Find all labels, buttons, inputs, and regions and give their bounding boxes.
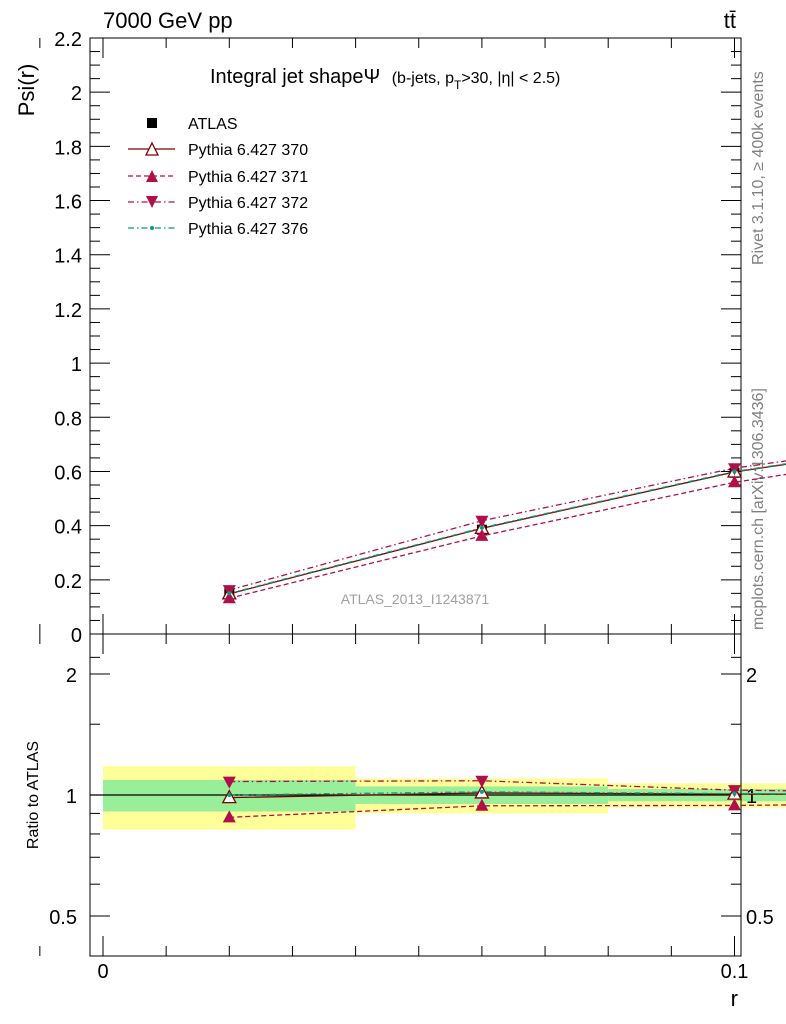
- data-point: [222, 585, 236, 598]
- ratio-data-point: [728, 798, 741, 811]
- legend-item-371: Pythia 6.427 371: [128, 169, 308, 186]
- main-ytick-label: 2.2: [54, 29, 82, 51]
- ratio-ytick-label: 1: [66, 786, 77, 808]
- ratio-uncertainty-bands: [103, 766, 786, 830]
- main-ytick-label: 1.8: [54, 137, 82, 159]
- process-label: tt̄: [724, 8, 736, 33]
- main-ytick-label: 0.2: [54, 571, 82, 593]
- ratio-series-layer: [90, 775, 786, 823]
- ratio-data-point: [222, 776, 236, 789]
- legend-label-376: Pythia 6.427 376: [188, 221, 308, 238]
- series-line: [229, 460, 786, 591]
- data-point: [732, 469, 737, 474]
- main-ytick-label: 1.4: [54, 246, 82, 268]
- main-ytick-label: 0.6: [54, 462, 82, 484]
- legend: ATLAS Pythia 6.427 370 Pythia 6.427 371 …: [128, 116, 308, 238]
- series-line: [229, 463, 786, 595]
- data-point: [728, 475, 741, 488]
- plot-cuts-b: >30, |η| < 2.5): [461, 70, 560, 87]
- data-point: [728, 463, 741, 476]
- data-point: [475, 515, 489, 528]
- legend-marker-376: [150, 226, 154, 230]
- data-point: [222, 591, 236, 604]
- ratio-data-point: [475, 775, 489, 788]
- xtick-label: 0.1: [721, 961, 749, 983]
- legend-label-atlas: ATLAS: [188, 116, 238, 133]
- plot-cuts-a: (b-jets, p: [392, 70, 454, 87]
- ratio-series-line: [229, 780, 786, 792]
- legend-label-372: Pythia 6.427 372: [188, 195, 308, 212]
- x-axis-label: r: [731, 986, 738, 1011]
- main-ytick-label: 0.8: [54, 408, 82, 430]
- xtick-label: 0: [97, 961, 108, 983]
- main-ytick-label: 1: [71, 354, 82, 376]
- ratio-ytick-label-right: 2: [746, 665, 757, 687]
- ratio-series-line: [229, 791, 786, 796]
- legend-item-atlas: ATLAS: [147, 116, 238, 133]
- plot-title: Integral jet shapeΨ (b-jets, pT>30, |η| …: [210, 66, 560, 92]
- ratio-data-point: [732, 791, 737, 796]
- analysis-watermark: ATLAS_2013_I1243871: [341, 591, 490, 607]
- rivet-label: Rivet 3.1.10, ≥ 400k events: [750, 71, 767, 265]
- beam-label: 7000 GeV pp: [103, 8, 233, 33]
- main-ytick-label: 2: [71, 83, 82, 105]
- main-ytick-label: 0: [71, 625, 82, 647]
- legend-item-372: Pythia 6.427 372: [128, 195, 308, 212]
- ratio-data-point: [728, 785, 741, 798]
- main-axis-ticks: 0 0.2 0.4 0.6 0.8 1 1.2 1.4 1.6 1.8 2 2.2: [39, 29, 741, 647]
- main-ytick-label: 0.4: [54, 517, 82, 539]
- legend-item-370: Pythia 6.427 370: [128, 141, 308, 159]
- ratio-ytick-label: 0.5: [49, 907, 77, 929]
- ratio-ytick-label-right: 0.5: [746, 907, 774, 929]
- ratio-ytick-label: 2: [66, 665, 77, 687]
- series-line: [229, 473, 786, 599]
- ratio-series-line: [229, 792, 786, 799]
- legend-marker-atlas: [147, 118, 157, 128]
- legend-marker-370: [144, 141, 160, 156]
- data-point: [475, 528, 489, 541]
- ratio-data-point: [479, 789, 484, 794]
- plot-title-symbol: Ψ: [363, 66, 380, 88]
- data-point: [479, 525, 484, 530]
- main-series-layer: [221, 460, 786, 604]
- mcplots-label: mcplots.cern.ch [arXiv:1306.3436]: [750, 388, 767, 630]
- ratio-data-point: [227, 793, 232, 797]
- ratio-ylabel: Ratio to ATLAS: [25, 741, 42, 849]
- main-ylabel: Psi(r): [14, 64, 39, 117]
- ratio-data-point: [222, 810, 236, 823]
- main-ytick-label: 1.2: [54, 300, 82, 322]
- plot-cuts-sub: T: [454, 78, 462, 92]
- ratio-series-line: [229, 804, 786, 818]
- plot-title-text: Integral jet shape: [210, 66, 363, 88]
- legend-item-376: Pythia 6.427 376: [128, 221, 308, 238]
- ratio-ytick-label-right: 1: [746, 786, 757, 808]
- ratio-data-point: [475, 798, 489, 811]
- legend-label-370: Pythia 6.427 370: [188, 142, 308, 159]
- legend-label-371: Pythia 6.427 371: [188, 169, 308, 186]
- main-panel: 0 0.2 0.4 0.6 0.8 1 1.2 1.4 1.6 1.8 2 2.2 Psi(r) In…: [14, 29, 786, 647]
- legend-marker-371: [146, 170, 158, 182]
- data-point: [227, 591, 232, 596]
- series-line: [229, 463, 786, 594]
- main-ytick-label: 1.6: [54, 192, 82, 214]
- legend-marker-372: [146, 196, 158, 208]
